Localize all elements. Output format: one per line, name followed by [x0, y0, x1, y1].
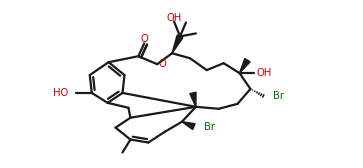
Text: O: O: [158, 59, 166, 69]
Polygon shape: [182, 122, 195, 130]
Polygon shape: [172, 35, 183, 53]
Text: OH: OH: [167, 13, 182, 23]
Text: O: O: [140, 34, 148, 44]
Text: Br: Br: [204, 122, 215, 132]
Text: HO: HO: [53, 88, 68, 98]
Polygon shape: [240, 58, 250, 73]
Text: OH: OH: [256, 68, 272, 78]
Text: Br: Br: [273, 91, 284, 101]
Polygon shape: [190, 92, 196, 107]
